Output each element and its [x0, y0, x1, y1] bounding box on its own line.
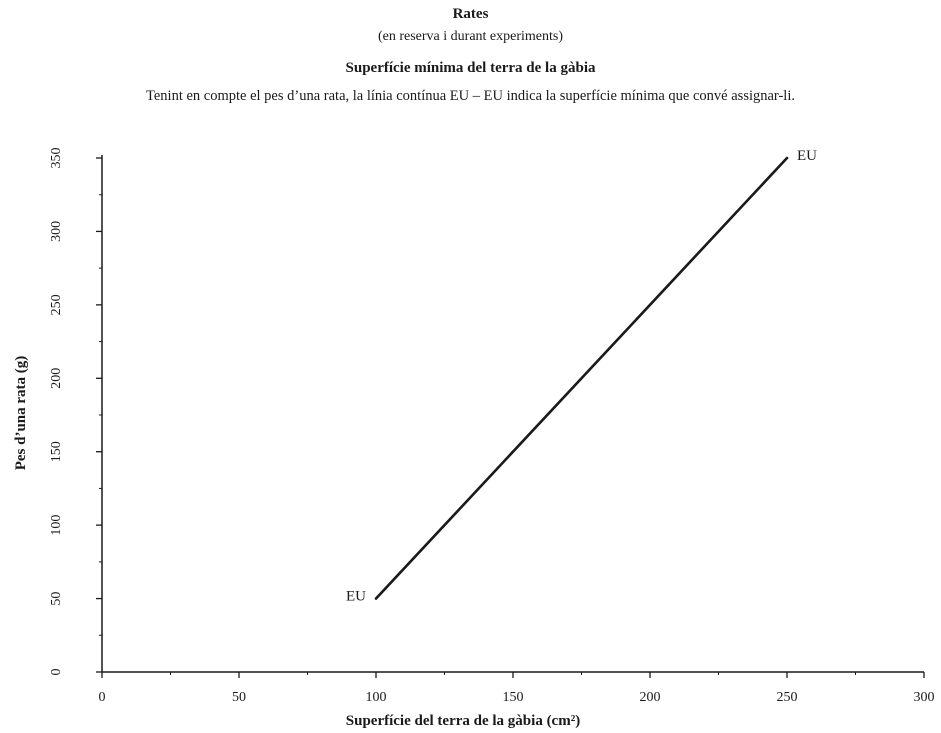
- y-tick-label: 50: [49, 592, 64, 606]
- x-tick-group: 0 50 100 150 200 250 300: [99, 672, 935, 705]
- y-tick-group: 0 50 100 150 200 250 300 350: [49, 148, 102, 676]
- line-end-label: EU: [797, 148, 817, 164]
- line-end-label: EU: [346, 589, 366, 605]
- x-tick-label: 250: [777, 690, 798, 705]
- series-line: [374, 156, 789, 600]
- x-tick-label: 50: [232, 690, 246, 705]
- page-title: Rates: [452, 6, 489, 22]
- y-tick-label: 300: [49, 221, 64, 242]
- y-tick-label: 150: [49, 441, 64, 462]
- y-axis-label: Pes d’una rata (g): [13, 356, 29, 471]
- chart-title: Superfície mínima del terra de la gàbia: [345, 60, 596, 76]
- chart-description: Tenint en compte el pes d’una rata, la l…: [146, 88, 795, 104]
- x-tick-label: 0: [99, 690, 106, 705]
- x-tick-label: 200: [640, 690, 661, 705]
- x-tick-label: 300: [914, 690, 935, 705]
- y-tick-label: 350: [49, 148, 64, 169]
- y-tick-label: 100: [49, 515, 64, 536]
- x-tick-label: 150: [503, 690, 524, 705]
- x-axis-label: Superfície del terra de la gàbia (cm²): [346, 713, 580, 729]
- y-tick-label: 250: [49, 294, 64, 315]
- y-tick-label: 0: [49, 669, 64, 676]
- y-tick-label: 200: [49, 368, 64, 389]
- page-subtitle: (en reserva i durant experiments): [377, 29, 564, 44]
- series-group: EU EU: [346, 148, 817, 605]
- x-tick-label: 100: [366, 690, 387, 705]
